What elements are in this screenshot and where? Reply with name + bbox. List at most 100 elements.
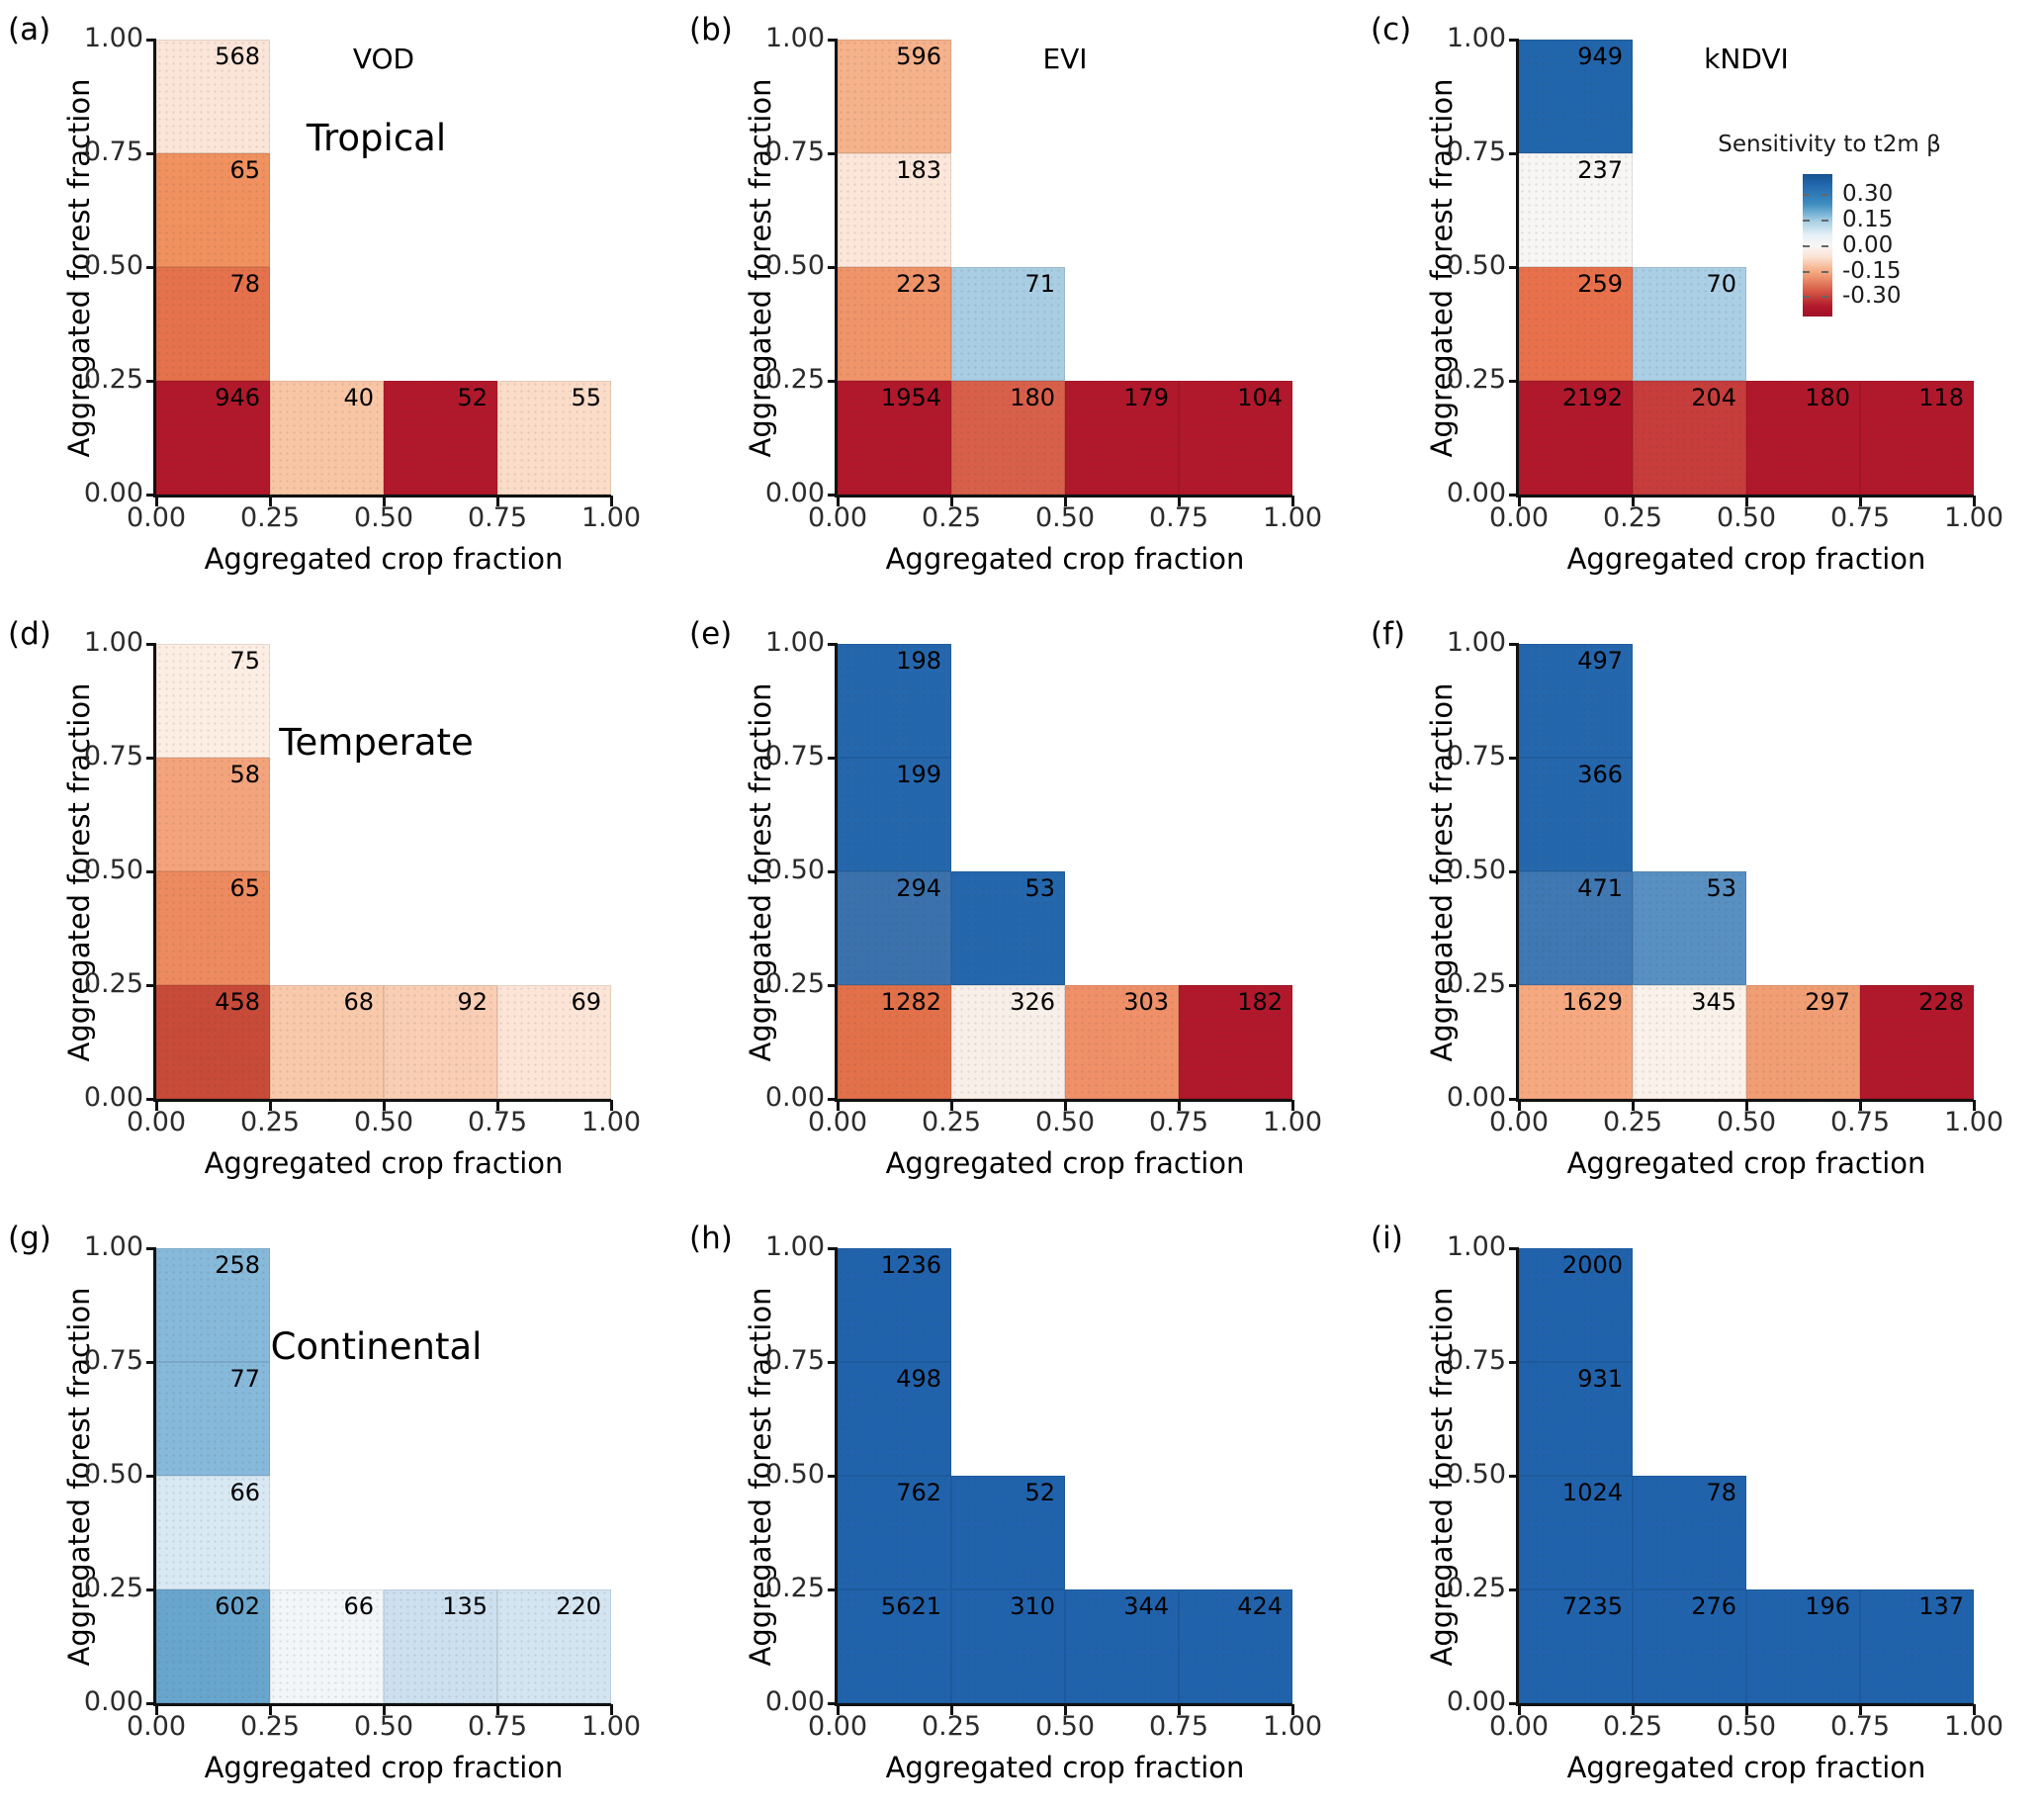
cell-count-label: 258 <box>215 1251 260 1279</box>
heatmap-cell <box>1633 1476 1746 1589</box>
x-tick-mark <box>1859 1100 1862 1111</box>
heatmap-cells: 198 199 294 53 1282 326 303 182 <box>838 644 1292 1099</box>
heatmap-cell <box>1519 1589 1633 1703</box>
heatmap-cell <box>156 1248 270 1362</box>
colorbar-tick-label: 0.15 <box>1842 207 1894 232</box>
x-tick-label: 0.50 <box>353 1711 414 1742</box>
cell-count-label: 345 <box>1691 988 1736 1016</box>
heatmap-panel: (d) 75 58 65 458 68 92 69 Temperate Aggregated… <box>0 604 681 1209</box>
y-tick-label: 0.00 <box>83 478 143 508</box>
heatmap-cell <box>1519 1362 1633 1476</box>
x-tick-mark <box>1518 1704 1521 1715</box>
heatmap-cell <box>1633 871 1746 985</box>
y-tick-label: 0.50 <box>83 1459 143 1490</box>
heatmap-cells: 596 183 223 71 1954 180 179 104 <box>838 40 1292 495</box>
y-tick-mark <box>1509 266 1519 269</box>
cell-count-label: 344 <box>1123 1592 1169 1620</box>
heatmap-cell <box>951 267 1065 381</box>
colorbar-tick-mark <box>1822 194 1828 196</box>
x-tick-label: 0.75 <box>1829 502 1891 533</box>
y-tick-mark <box>146 380 156 383</box>
x-tick-mark <box>837 1704 840 1715</box>
x-tick-mark <box>155 1100 158 1111</box>
y-tick-label: 1.00 <box>83 1231 143 1262</box>
cell-count-label: 497 <box>1577 647 1623 675</box>
cell-count-label: 66 <box>229 1479 260 1506</box>
x-tick-label: 0.00 <box>807 502 868 533</box>
x-axis-label: Aggregated crop fraction <box>885 1751 1245 1784</box>
heatmap-cell <box>838 1362 951 1476</box>
x-tick-mark <box>610 1100 613 1111</box>
y-tick-mark <box>146 643 156 646</box>
heatmap-cell <box>1746 381 1860 495</box>
cell-count-label: 180 <box>1805 384 1850 411</box>
y-tick-mark <box>828 643 838 646</box>
cell-count-label: 458 <box>215 988 260 1016</box>
y-tick-label: 1.00 <box>1446 1231 1506 1262</box>
heatmap-cell <box>1860 381 1974 495</box>
heatmap-cell <box>951 381 1065 495</box>
x-tick-label: 0.00 <box>1488 502 1550 533</box>
cell-count-label: 1629 <box>1561 988 1623 1016</box>
cell-count-label: 198 <box>896 647 941 675</box>
cell-count-label: 137 <box>1918 1592 1964 1620</box>
x-tick-label: 0.50 <box>1716 1711 1777 1742</box>
heatmap-cell <box>497 381 611 495</box>
x-tick-label: 1.00 <box>1262 502 1323 533</box>
y-tick-label: 0.50 <box>83 250 143 281</box>
cell-count-label: 55 <box>571 384 601 411</box>
y-tick-label: 0.50 <box>1446 250 1506 281</box>
x-tick-mark <box>610 1704 613 1715</box>
x-axis-label: Aggregated crop fraction <box>1566 1146 1926 1180</box>
cell-count-label: 104 <box>1237 384 1283 411</box>
cell-count-label: 179 <box>1123 384 1169 411</box>
heatmap-panel: (f) 497 366 471 53 1629 345 297 228 Aggregated … <box>1363 604 2044 1209</box>
heatmap-cell <box>1519 267 1633 381</box>
heatmap-cell <box>384 985 497 1099</box>
x-axis-label: Aggregated crop fraction <box>204 542 564 576</box>
y-tick-label: 0.75 <box>1446 136 1506 167</box>
colorbar-tick-label: -0.30 <box>1842 283 1902 309</box>
x-tick-label: 0.25 <box>1602 502 1663 533</box>
y-tick-mark <box>1509 152 1519 155</box>
x-tick-label: 0.25 <box>921 1107 982 1137</box>
x-tick-label: 1.00 <box>1943 1107 2004 1137</box>
cell-count-label: 310 <box>1010 1592 1055 1620</box>
colorbar-tick-mark <box>1822 220 1828 222</box>
heatmap-cell <box>156 1476 270 1589</box>
y-tick-label: 1.00 <box>764 627 825 658</box>
y-tick-label: 0.25 <box>83 364 143 395</box>
y-tick-label: 0.50 <box>1446 855 1506 885</box>
plot-title: VOD <box>352 43 415 75</box>
heatmap-cell <box>1179 1589 1292 1703</box>
x-tick-mark <box>1064 496 1067 506</box>
y-tick-label: 0.25 <box>83 1573 143 1603</box>
x-tick-mark <box>1973 1100 1976 1111</box>
heatmap-cell <box>838 381 951 495</box>
x-tick-mark <box>496 1704 499 1715</box>
y-tick-mark <box>828 1588 838 1591</box>
x-tick-mark <box>1178 1100 1181 1111</box>
cell-count-label: 602 <box>215 1592 260 1620</box>
y-tick-mark <box>1509 1098 1519 1101</box>
y-tick-label: 0.00 <box>83 1082 143 1113</box>
y-tick-mark <box>828 152 838 155</box>
x-tick-mark <box>269 1100 272 1111</box>
x-tick-mark <box>1291 1100 1294 1111</box>
cell-count-label: 498 <box>896 1365 941 1393</box>
cell-count-label: 65 <box>229 156 260 184</box>
cell-count-label: 220 <box>556 1592 601 1620</box>
y-tick-mark <box>1509 1588 1519 1591</box>
x-tick-mark <box>1064 1704 1067 1715</box>
x-tick-mark <box>1973 1704 1976 1715</box>
cell-count-label: 294 <box>896 874 941 902</box>
heatmap-cell <box>270 985 384 1099</box>
cell-count-label: 78 <box>1706 1479 1736 1506</box>
y-tick-label: 0.25 <box>1446 364 1506 395</box>
x-tick-mark <box>610 496 613 506</box>
plot-title: EVI <box>1042 43 1088 75</box>
colorbar-tick-mark <box>1822 296 1828 298</box>
heatmap-cells: 75 58 65 458 68 92 69 <box>156 644 611 1099</box>
colorbar-legend: Sensitivity to t2m β 0.30 0.15 0.00 -0.1… <box>1622 132 2037 359</box>
colorbar-tick-mark <box>1803 245 1810 247</box>
